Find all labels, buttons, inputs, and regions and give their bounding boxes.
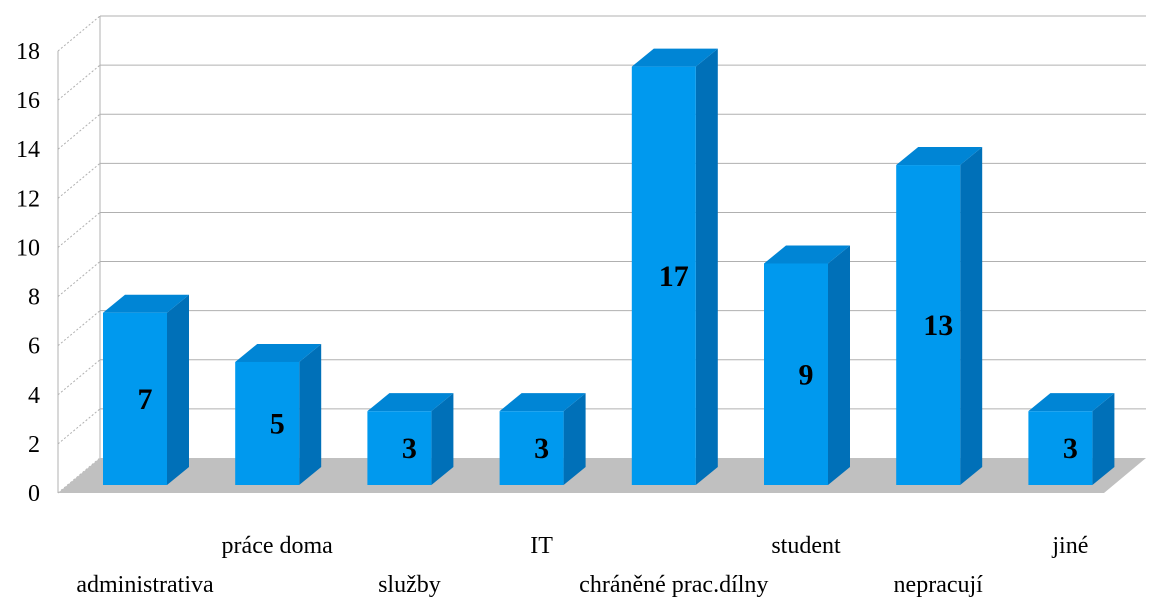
data-label: 3 bbox=[534, 432, 549, 465]
x-category-label: IT bbox=[530, 533, 553, 559]
bar-front bbox=[1028, 411, 1093, 485]
side-wall-gridline bbox=[57, 64, 101, 101]
bar bbox=[235, 343, 322, 485]
bar bbox=[764, 245, 850, 485]
data-label: 5 bbox=[270, 407, 285, 440]
bar-side bbox=[431, 393, 454, 485]
x-category-label: chráněné prac.dílny bbox=[579, 572, 768, 598]
x-category-label: nepracují bbox=[894, 572, 984, 598]
data-label: 9 bbox=[799, 358, 814, 391]
x-category-label: jiné bbox=[1051, 533, 1088, 559]
x-category-label: práce doma bbox=[222, 533, 334, 559]
bar-front bbox=[103, 312, 167, 485]
y-axis: 0 2 4 6 8 10 12 14 16 18 bbox=[16, 39, 40, 507]
y-tick-label: 12 bbox=[16, 186, 40, 212]
side-wall-gridline bbox=[57, 261, 101, 297]
bar bbox=[631, 48, 718, 485]
bar-front bbox=[764, 263, 828, 485]
x-axis: administrativa práce doma služby IT chrá… bbox=[76, 533, 1088, 598]
bar-top bbox=[764, 245, 850, 264]
bar-side bbox=[695, 48, 718, 485]
bar-side bbox=[960, 147, 983, 486]
side-wall-gridline bbox=[57, 162, 101, 199]
bar bbox=[1028, 393, 1115, 485]
data-label: 13 bbox=[923, 309, 953, 342]
bar-top bbox=[103, 294, 189, 313]
bar-side bbox=[1092, 393, 1115, 485]
side-wall-gridline bbox=[57, 15, 101, 52]
chart-floor bbox=[58, 458, 1146, 493]
bar-front bbox=[235, 361, 300, 485]
y-tick-label: 16 bbox=[16, 88, 40, 114]
y-tick-label: 0 bbox=[28, 481, 40, 507]
bar-side bbox=[167, 294, 189, 485]
data-label: 3 bbox=[1063, 432, 1078, 465]
y-tick-label: 10 bbox=[16, 235, 40, 261]
x-category-label: služby bbox=[378, 572, 441, 598]
bar-top bbox=[235, 343, 322, 362]
bar-side bbox=[299, 343, 322, 485]
side-wall-gridline bbox=[57, 408, 101, 445]
side-wall-gridline bbox=[57, 113, 101, 150]
bar-top bbox=[367, 393, 454, 412]
gridlines bbox=[57, 15, 1146, 494]
bar bbox=[367, 393, 454, 485]
data-label: 7 bbox=[138, 383, 153, 416]
bar bbox=[896, 147, 983, 486]
data-label: 17 bbox=[659, 260, 689, 293]
y-tick-label: 6 bbox=[28, 334, 40, 360]
side-wall-gridline bbox=[57, 212, 101, 248]
x-category-label: student bbox=[771, 533, 841, 559]
floor-plane bbox=[58, 458, 1146, 493]
y-tick-label: 18 bbox=[16, 39, 40, 65]
y-tick-label: 2 bbox=[28, 432, 40, 458]
bar-top bbox=[631, 48, 718, 67]
bar-front bbox=[499, 411, 564, 485]
side-wall-gridline bbox=[57, 359, 101, 396]
y-tick-label: 8 bbox=[28, 285, 40, 311]
bar-front bbox=[896, 165, 961, 486]
data-labels: 7 5 3 3 17 9 13 3 bbox=[138, 260, 1078, 465]
bar bbox=[103, 294, 189, 485]
bar-side bbox=[828, 245, 850, 485]
bar-side bbox=[563, 393, 586, 485]
bar-top bbox=[1028, 393, 1115, 412]
bar-top bbox=[499, 393, 586, 412]
side-wall-gridline bbox=[57, 310, 101, 347]
y-tick-label: 14 bbox=[16, 137, 40, 163]
bar-front bbox=[367, 411, 432, 485]
data-label: 3 bbox=[402, 432, 417, 465]
x-category-label: administrativa bbox=[76, 572, 214, 598]
y-tick-label: 4 bbox=[28, 383, 40, 409]
bar bbox=[499, 393, 586, 485]
bar-front bbox=[631, 66, 696, 485]
bars bbox=[103, 48, 1115, 486]
bar-top bbox=[896, 147, 983, 166]
